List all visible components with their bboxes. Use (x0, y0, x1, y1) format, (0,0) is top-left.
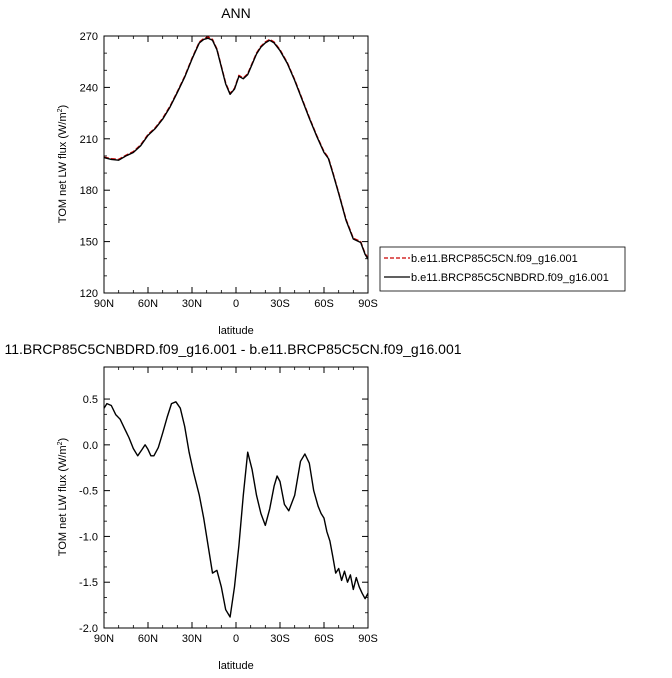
chart1-y-tick-label: 180 (80, 185, 98, 197)
chart1-x-tick-label: 30S (270, 298, 290, 310)
chart1-x-tick-label: 60N (138, 298, 158, 310)
top-panel: ANN 90N 60N 30N 0 30S 60S 90S 120 150 180 210 240 27… (57, 5, 626, 337)
chart1-y-tick-label: 120 (80, 288, 98, 300)
chart1-y-tick-label: 240 (80, 82, 98, 94)
chart2-series-line-1 (103, 401, 369, 618)
chart2-y-tick-label: 0.5 (83, 394, 98, 406)
legend-box (379, 246, 626, 292)
chart2-x-tick-label: 30S (270, 633, 290, 645)
legend-label-series-2: b.e11.BRCP85C5CNBDRD.f09_g16.001 (411, 272, 609, 284)
chart2-x-tick-label: 90N (94, 633, 114, 645)
chart1-plot-frame (103, 35, 369, 294)
chart1-x-tick-label: 0 (233, 298, 239, 310)
top-y-axis-label: TOM net LW flux (W/m2) (57, 105, 69, 223)
top-plot-area: 90N 60N 30N 0 30S 60S 90S 120 150 180 210 240 270 (80, 31, 378, 310)
legend: b.e11.BRCP85C5CN.f09_g16.001 b.e11.BRCP8… (379, 246, 626, 292)
chart2-x-tick-label: 0 (233, 633, 239, 645)
bottom-panel: 11.BRCP85C5CNBDRD.f09_g16.001 - b.e11.BR… (4, 341, 461, 672)
chart2-x-tick-label: 60N (138, 633, 158, 645)
chart1-y-tick-label: 210 (80, 134, 98, 146)
top-chart-title: ANN (221, 5, 251, 21)
bottom-y-axis-label: TOM net LW flux (W/m2) (57, 438, 69, 556)
chart1-x-tick-label: 30N (182, 298, 202, 310)
chart1-x-tick-label: 90N (94, 298, 114, 310)
top-x-axis-label: latitude (218, 325, 253, 337)
chart2-x-tick-label: 30N (182, 633, 202, 645)
chart2-y-tick-label: -2.0 (79, 623, 98, 635)
bottom-x-axis-label: latitude (218, 660, 253, 672)
chart1-series-line-1 (103, 36, 369, 259)
chart1-x-tick-label: 60S (314, 298, 334, 310)
chart2-y-tick-label: -1.0 (79, 531, 98, 543)
chart2-plot-frame (103, 366, 369, 629)
bottom-chart-title: 11.BRCP85C5CNBDRD.f09_g16.001 - b.e11.BR… (4, 341, 461, 357)
chart1-y-tick-label: 150 (80, 237, 98, 249)
chart1-series-line-2 (103, 37, 369, 260)
chart2-x-tick-label: 60S (314, 633, 334, 645)
chart2-y-tick-label: -1.5 (79, 577, 98, 589)
chart1-x-tick-label: 90S (358, 298, 378, 310)
legend-label-series-1: b.e11.BRCP85C5CN.f09_g16.001 (411, 253, 578, 265)
chart2-x-tick-label: 90S (358, 633, 378, 645)
chart2-y-tick-label: 0.0 (83, 440, 98, 452)
chart2-y-tick-label: -0.5 (79, 486, 98, 498)
chart1-y-tick-label: 270 (80, 31, 98, 43)
bottom-plot-area: 90N 60N 30N 0 30S 60S 90S -2.0 -1.5 -1.0 -0.5 0.0 0.… (79, 366, 378, 645)
